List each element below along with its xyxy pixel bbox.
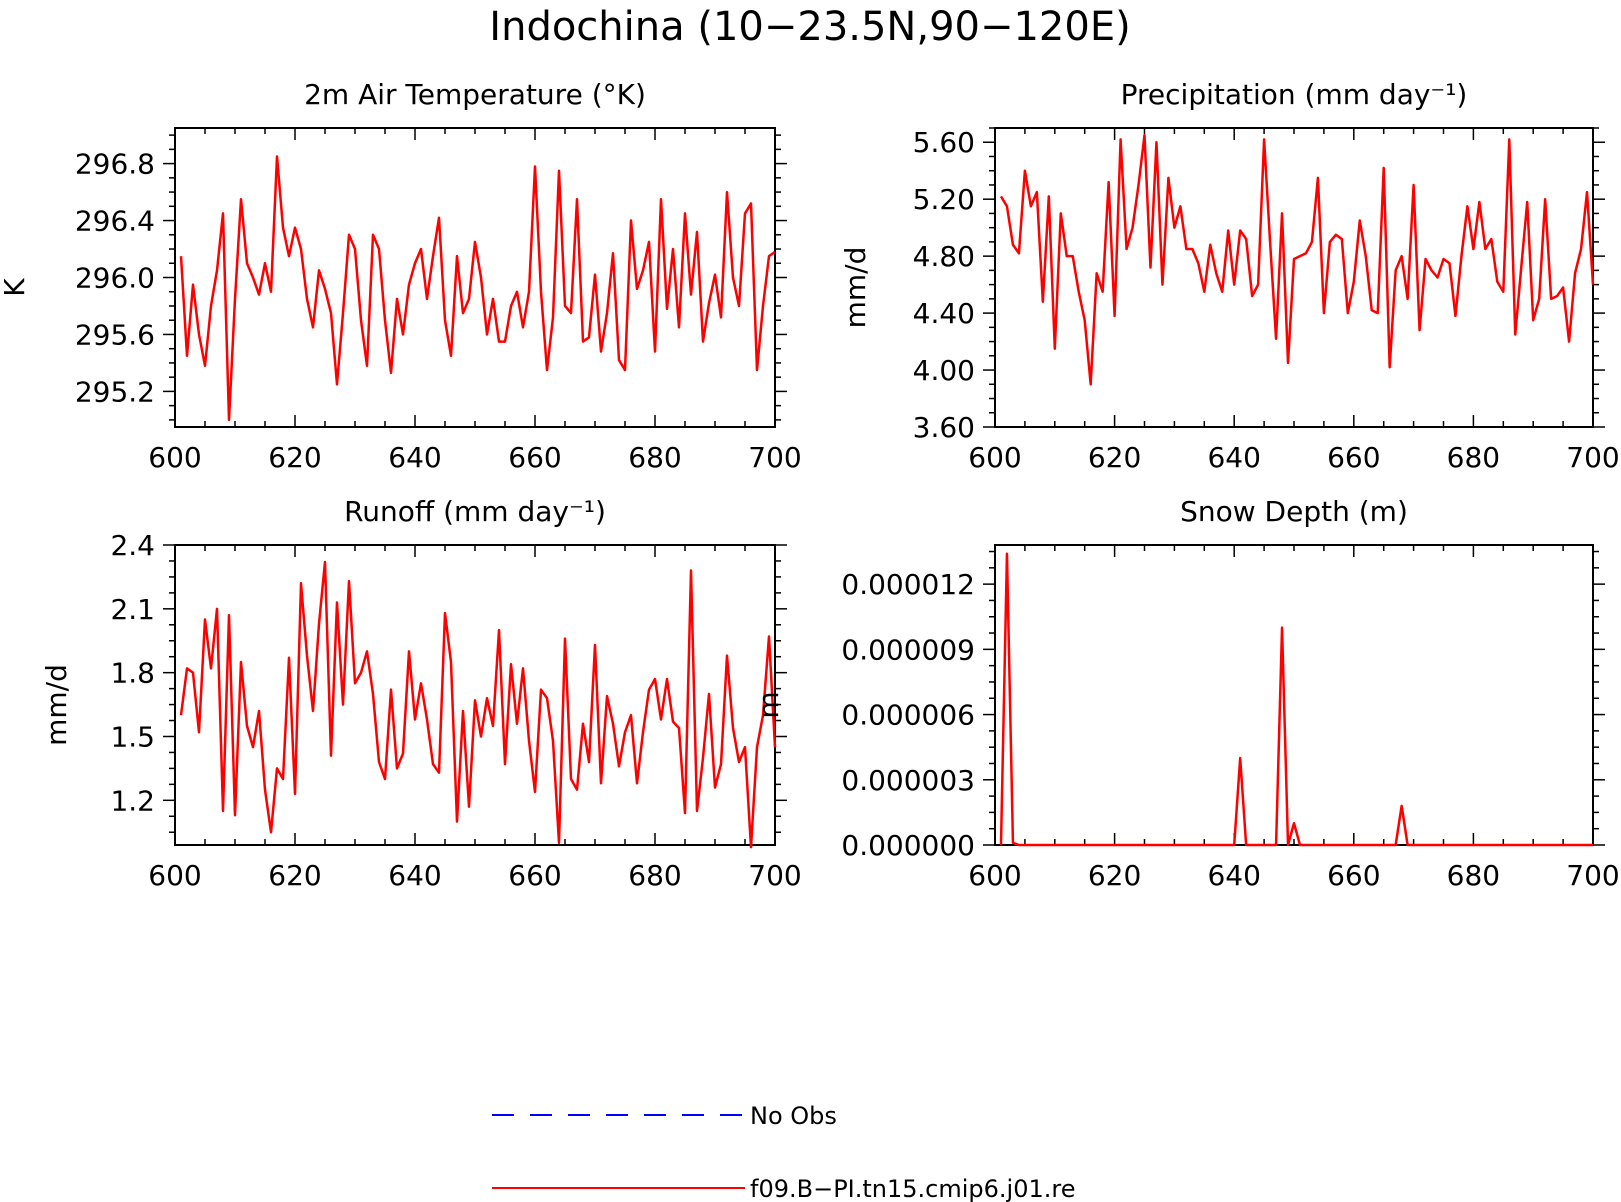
runoff-xtick-label-640: 640 bbox=[388, 859, 441, 892]
temp-ytick-label-296.0: 296.0 bbox=[75, 262, 155, 295]
figure-title: Indochina (10−23.5N,90−120E) bbox=[489, 4, 1130, 50]
precip-xtick-label-700: 700 bbox=[1566, 441, 1619, 474]
snow-ytick-label-0.000003: 0.000003 bbox=[841, 764, 975, 797]
temp-ytick-label-295.2: 295.2 bbox=[75, 375, 155, 408]
runoff-ytick-label-2.4: 2.4 bbox=[110, 529, 155, 562]
snow-plot-frame bbox=[994, 544, 1594, 846]
precip-ytick-label-4.00: 4.00 bbox=[913, 354, 975, 387]
precip-xtick-label-660: 660 bbox=[1327, 441, 1380, 474]
runoff-panel-title: Runoff (mm day⁻¹) bbox=[344, 495, 606, 528]
panel-runoff: Runoff (mm day⁻¹) 600 620 640 660 680 700 1.2 1.… bbox=[40, 495, 802, 892]
snow-xtick-label-640: 640 bbox=[1207, 859, 1260, 892]
precip-ytick-label-5.20: 5.20 bbox=[913, 183, 975, 216]
runoff-xtick-label-660: 660 bbox=[508, 859, 561, 892]
snow-ytick-label-0.000006: 0.000006 bbox=[841, 699, 975, 732]
snow-series-line-0 bbox=[999, 552, 1593, 847]
temp-xtick-label-620: 620 bbox=[268, 441, 321, 474]
precip-xtick-label-640: 640 bbox=[1207, 441, 1260, 474]
precip-xtick-label-600: 600 bbox=[968, 441, 1021, 474]
runoff-ytick-label-2.1: 2.1 bbox=[110, 593, 155, 626]
snow-xtick-label-620: 620 bbox=[1088, 859, 1141, 892]
temp-xtick-label-680: 680 bbox=[628, 441, 681, 474]
runoff-ylabel: mm/d bbox=[40, 664, 73, 746]
temp-xtick-label-660: 660 bbox=[508, 441, 561, 474]
precip-panel-title: Precipitation (mm day⁻¹) bbox=[1121, 78, 1468, 111]
snow-xtick-label-660: 660 bbox=[1327, 859, 1380, 892]
temp-xtick-label-600: 600 bbox=[148, 441, 201, 474]
runoff-ytick-label-1.8: 1.8 bbox=[110, 657, 155, 690]
temp-xtick-label-640: 640 bbox=[388, 441, 441, 474]
runoff-xtick-label-680: 680 bbox=[628, 859, 681, 892]
precip-xtick-label-680: 680 bbox=[1447, 441, 1500, 474]
temp-ylabel: K bbox=[0, 278, 31, 297]
temp-ytick-label-296.8: 296.8 bbox=[75, 148, 155, 181]
snow-ytick-label-0.000000: 0.000000 bbox=[841, 829, 975, 862]
legend-model-label: f09.B−PI.tn15.cmip6.j01.re bbox=[750, 1175, 1075, 1202]
precip-ytick-label-4.80: 4.80 bbox=[913, 240, 975, 273]
panel-air-temperature: 2m Air Temperature (°K) 600 620 640 660 680 70… bbox=[0, 78, 802, 474]
temp-ytick-label-295.6: 295.6 bbox=[75, 318, 155, 351]
precip-ylabel: mm/d bbox=[839, 247, 872, 329]
panel-snow-depth: Snow Depth (m) 600 620 640 660 680 700 0.000000… bbox=[752, 495, 1620, 892]
legend: No Obs f09.B−PI.tn15.cmip6.j01.re bbox=[492, 1102, 1075, 1202]
runoff-xtick-label-620: 620 bbox=[268, 859, 321, 892]
snow-ylabel: m bbox=[752, 691, 785, 718]
snow-ytick-label-0.000012: 0.000012 bbox=[841, 568, 975, 601]
temp-plot-frame bbox=[174, 127, 776, 428]
precip-series-line-0 bbox=[999, 133, 1595, 386]
temp-series-line-0 bbox=[179, 155, 776, 422]
precip-ytick-label-5.60: 5.60 bbox=[913, 126, 975, 159]
runoff-ytick-label-1.2: 1.2 bbox=[110, 784, 155, 817]
precip-xtick-label-620: 620 bbox=[1088, 441, 1141, 474]
temp-xtick-label-700: 700 bbox=[748, 441, 801, 474]
runoff-xtick-label-600: 600 bbox=[148, 859, 201, 892]
legend-obs-label: No Obs bbox=[750, 1102, 837, 1130]
temp-ytick-label-296.4: 296.4 bbox=[75, 205, 155, 238]
precip-ytick-label-4.40: 4.40 bbox=[913, 297, 975, 330]
precip-ytick-label-3.60: 3.60 bbox=[913, 411, 975, 444]
panel-precipitation: Precipitation (mm day⁻¹) 600 620 640 660 680 7… bbox=[839, 78, 1620, 474]
temp-panel-title: 2m Air Temperature (°K) bbox=[304, 78, 646, 111]
snow-panel-title: Snow Depth (m) bbox=[1180, 495, 1408, 528]
runoff-xtick-label-700: 700 bbox=[748, 859, 801, 892]
runoff-ytick-label-1.5: 1.5 bbox=[110, 720, 155, 753]
runoff-series-line-0 bbox=[179, 560, 777, 849]
snow-xtick-label-600: 600 bbox=[968, 859, 1021, 892]
snow-ytick-label-0.000009: 0.000009 bbox=[841, 633, 975, 666]
snow-xtick-label-680: 680 bbox=[1447, 859, 1500, 892]
snow-xtick-label-700: 700 bbox=[1566, 859, 1619, 892]
